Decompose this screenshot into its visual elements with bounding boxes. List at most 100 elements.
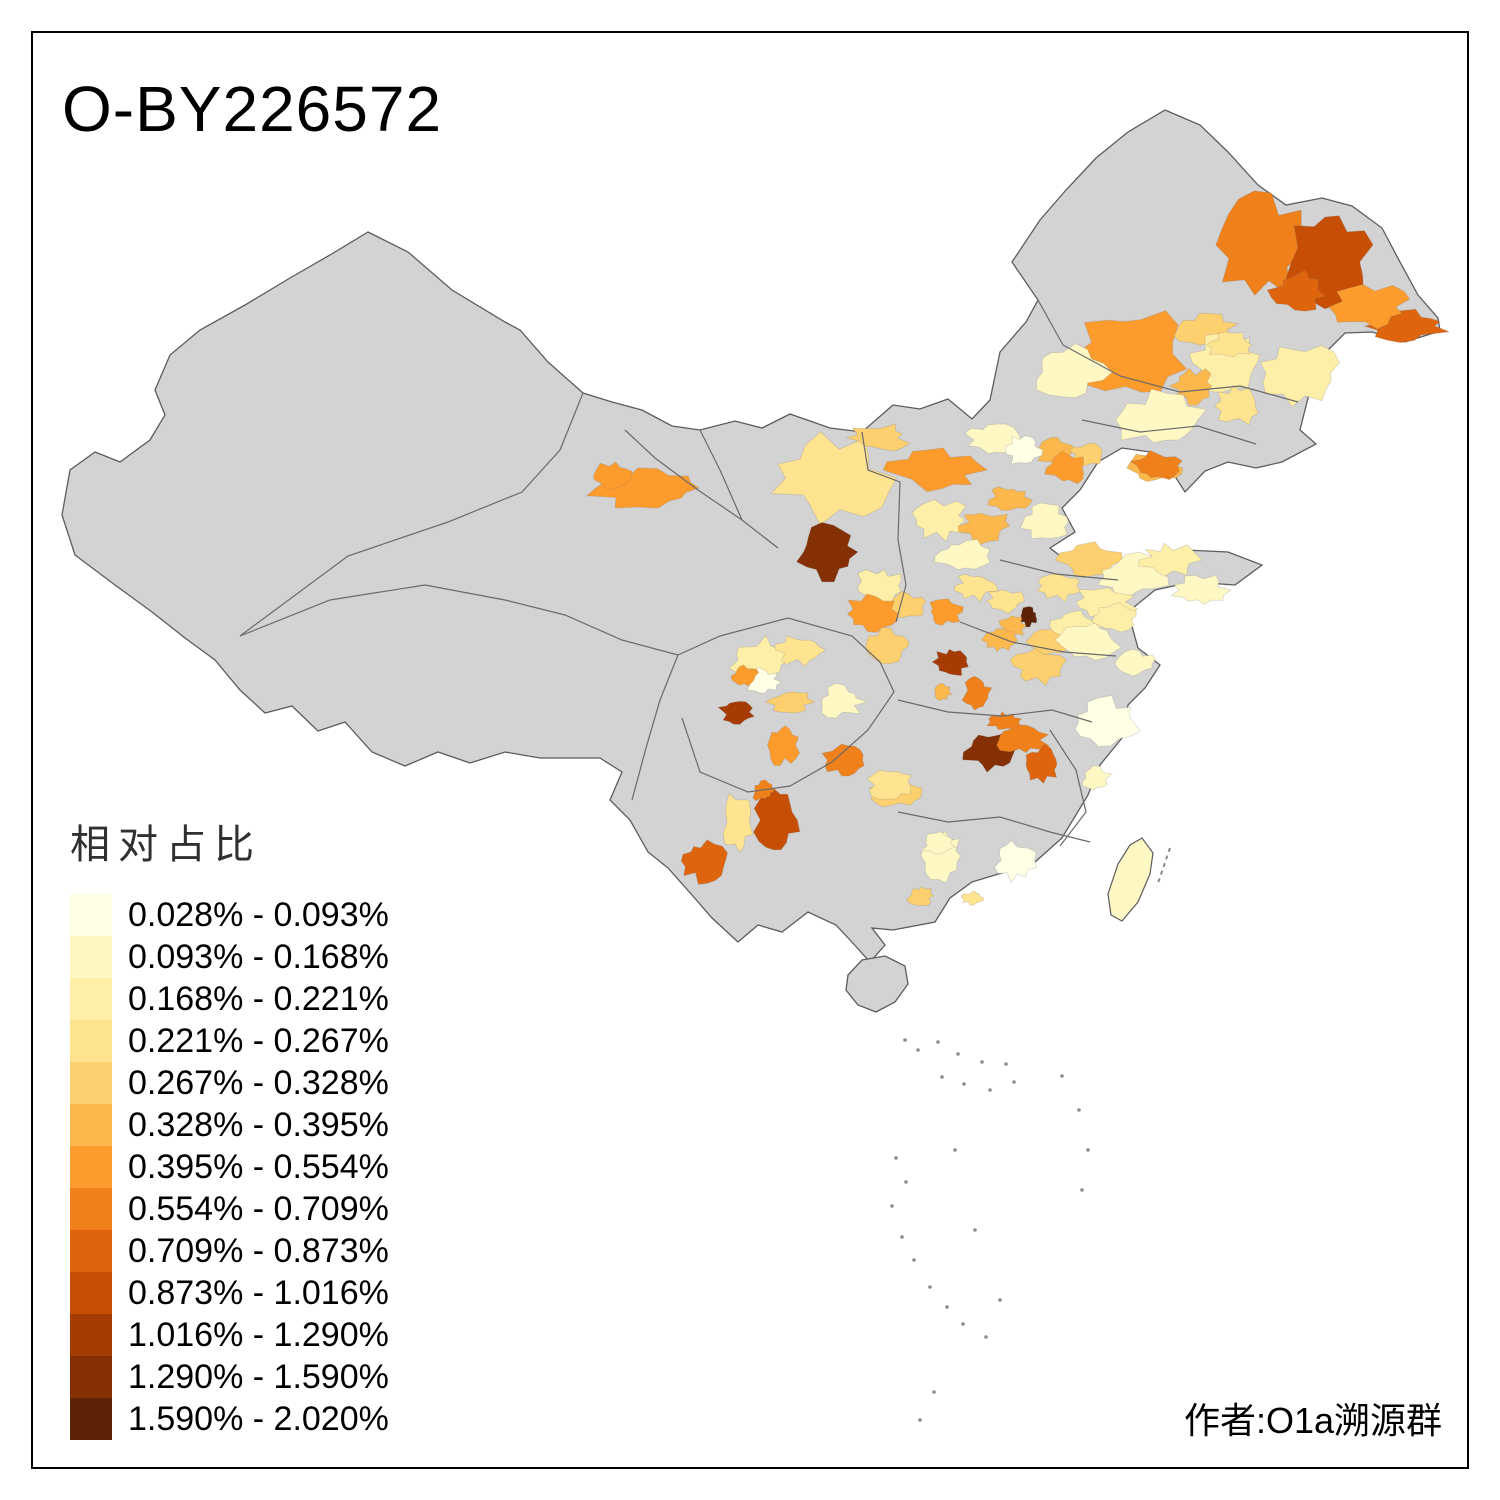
legend-row: 1.590% - 2.020%: [70, 1398, 389, 1440]
prefecture-region: [922, 831, 957, 855]
prefecture-region: [929, 598, 965, 626]
legend-swatch: [70, 1398, 112, 1440]
prefecture-region: [730, 664, 760, 687]
legend-label: 1.590% - 2.020%: [128, 1399, 389, 1438]
legend-label: 0.168% - 0.221%: [128, 979, 389, 1018]
legend-label: 0.028% - 0.093%: [128, 895, 389, 934]
legend-title: 相对占比: [70, 823, 262, 867]
legend-row: 0.267% - 0.328%: [70, 1062, 389, 1104]
legend-label: 0.873% - 1.016%: [128, 1273, 389, 1312]
legend-row: 1.290% - 1.590%: [70, 1356, 389, 1398]
prefecture-region: [934, 539, 991, 571]
prefecture-region: [996, 724, 1050, 754]
page-title: O-BY226572: [62, 73, 443, 145]
islet-dot: [973, 1228, 977, 1232]
islet-dot: [980, 1060, 984, 1064]
legend-rows: 0.028% - 0.093% 0.093% - 0.168% 0.168% - 0…: [70, 894, 389, 1440]
prefecture-region: [1114, 648, 1157, 677]
prefecture-region: [934, 682, 953, 701]
prefecture-region: [722, 792, 754, 854]
legend-swatch: [70, 1062, 112, 1104]
legend-label: 0.328% - 0.395%: [128, 1105, 389, 1144]
islet-dot: [900, 1235, 904, 1239]
legend-row: 0.395% - 0.554%: [70, 1146, 389, 1188]
prefecture-region: [1054, 622, 1123, 661]
prefecture-region: [961, 890, 985, 906]
prefecture-region: [957, 512, 1011, 546]
legend-swatch: [70, 1314, 112, 1356]
province-borders: [239, 299, 1299, 847]
islet-dot: [904, 1180, 908, 1184]
legend-row: 0.709% - 0.873%: [70, 1230, 389, 1272]
prefecture-region: [1328, 283, 1411, 330]
legend-label: 1.290% - 1.590%: [128, 1357, 389, 1396]
prefecture-region: [1035, 343, 1114, 399]
prefecture-region: [717, 700, 756, 725]
prefecture-region: [1213, 384, 1259, 426]
prefecture-region: [1036, 573, 1083, 603]
legend-row: 0.093% - 0.168%: [70, 936, 389, 978]
islet-dot: [1080, 1188, 1084, 1192]
prefecture-region: [796, 522, 859, 583]
islet-dot: [894, 1156, 898, 1160]
legend-row: 0.168% - 0.221%: [70, 978, 389, 1020]
legend-swatch: [70, 1272, 112, 1314]
taiwan-island: [1107, 837, 1154, 922]
islet-dot: [1086, 1148, 1090, 1152]
legend-label: 0.395% - 0.554%: [128, 1147, 389, 1186]
prefecture-region: [1019, 502, 1070, 540]
islet-dot: [1077, 1108, 1081, 1112]
legend-label: 1.016% - 1.290%: [128, 1315, 389, 1354]
islet-dot: [961, 1322, 965, 1326]
hainan-island: [845, 955, 909, 1013]
islet-dot: [936, 1040, 940, 1044]
prefecture-region: [766, 725, 800, 766]
prefecture-region: [844, 423, 911, 452]
islet-dot: [890, 1204, 894, 1208]
prefecture-region: [1020, 606, 1038, 628]
islet-dot: [984, 1335, 988, 1339]
prefecture-region: [865, 627, 910, 664]
prefecture-region: [906, 886, 934, 907]
prefecture-region: [774, 635, 826, 667]
islet-dot: [998, 1298, 1002, 1302]
legend-row: 0.873% - 1.016%: [70, 1272, 389, 1314]
prefecture-region: [1082, 765, 1113, 791]
prefecture-region: [911, 499, 967, 543]
prefecture-region: [592, 461, 633, 491]
prefecture-region: [993, 839, 1038, 884]
prefecture-region: [1170, 574, 1233, 605]
legend-swatch: [70, 1104, 112, 1146]
islet-dot: [953, 1148, 957, 1152]
colored-regions: [585, 190, 1450, 907]
legend-swatch: [70, 1188, 112, 1230]
islet-dot: [956, 1052, 960, 1056]
prefecture-region: [961, 675, 993, 711]
prefecture-region: [1090, 602, 1137, 633]
prefecture-region: [821, 743, 865, 777]
prefecture-region: [821, 682, 869, 719]
prefecture-region: [882, 447, 989, 493]
islet-dot: [932, 1390, 936, 1394]
legend-swatch: [70, 1230, 112, 1272]
prefecture-region: [1137, 542, 1203, 577]
islet-dot: [918, 1418, 922, 1422]
legend-swatch: [70, 1146, 112, 1188]
legend-swatch: [70, 1020, 112, 1062]
island-chain-line: [1156, 847, 1171, 887]
legend-swatch: [70, 894, 112, 936]
prefecture-region: [987, 486, 1033, 511]
legend-row: 0.554% - 0.709%: [70, 1188, 389, 1230]
legend-row: 0.028% - 0.093%: [70, 894, 389, 936]
prefecture-region: [764, 691, 817, 714]
prefecture-region: [985, 589, 1025, 615]
prefecture-region: [1266, 269, 1327, 312]
legend-label: 0.093% - 0.168%: [128, 937, 389, 976]
south-china-sea-islets: [890, 1038, 1090, 1422]
islet-dot: [1004, 1062, 1008, 1066]
legend: 相对占比 0.028% - 0.093% 0.093% - 0.168% 0.168…: [70, 812, 389, 1440]
islet-dot: [1060, 1074, 1064, 1078]
legend-row: 1.016% - 1.290%: [70, 1314, 389, 1356]
prefecture-region: [680, 839, 728, 885]
